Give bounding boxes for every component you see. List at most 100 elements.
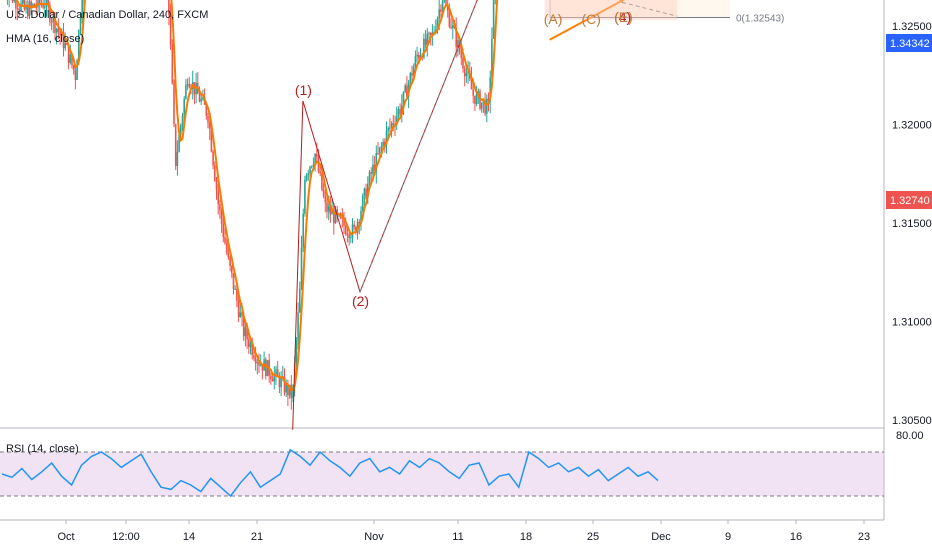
candle-body	[450, 26, 452, 29]
candle-body	[239, 312, 242, 317]
candle-body	[460, 51, 463, 58]
candle-body	[258, 362, 260, 366]
rsi-line	[1, 448, 659, 498]
time-tick-label: 18	[520, 531, 532, 543]
candle-body	[271, 379, 274, 382]
candle-body	[312, 164, 315, 167]
time-tick-label: 16	[790, 531, 802, 543]
candle-body	[71, 54, 73, 66]
candle-body	[215, 180, 218, 191]
candle-body	[62, 31, 65, 49]
candle-body	[11, 0, 14, 2]
fibonacci-retracement[interactable]: 1(1.34713)0.786(1.34249)0.618(1.33884)0.…	[549, 0, 804, 25]
candle-body	[280, 378, 282, 388]
candle-body	[176, 151, 179, 166]
time-tick-label: 25	[587, 531, 599, 543]
candle-body	[283, 376, 286, 393]
candle-body	[57, 28, 60, 33]
candle-body	[412, 66, 415, 76]
triangle-zone	[544, 0, 678, 21]
candle-body	[49, 5, 51, 22]
candle-body	[76, 60, 78, 81]
candle-body	[385, 130, 388, 146]
candle-body	[455, 28, 457, 48]
rsi-label: RSI (14, close)	[6, 443, 79, 455]
candle-body	[232, 273, 235, 290]
triangle-lower-line[interactable]	[549, 0, 678, 41]
candle-body	[463, 68, 466, 77]
time-tick-label: Dec	[651, 531, 671, 543]
candle-body	[390, 123, 393, 128]
wave-label: (C)	[581, 11, 600, 27]
price-tick-label: 1.30500	[892, 415, 932, 427]
candle-body	[222, 223, 225, 238]
time-tick-label: 11	[452, 531, 463, 543]
candle-body	[305, 175, 308, 180]
wave-label: (2)	[352, 293, 369, 309]
candle-body	[278, 376, 281, 388]
time-tick-label: 23	[858, 531, 870, 543]
candle-body	[373, 164, 376, 173]
candle-body	[295, 340, 298, 363]
candle-body	[28, 1, 31, 17]
time-tick-label: Oct	[57, 531, 74, 543]
candle-body	[169, 14, 172, 45]
candle-body	[299, 288, 301, 313]
candle-body	[470, 78, 473, 90]
candle-body	[181, 115, 184, 126]
rsi-top-tick: 80.00	[896, 430, 924, 442]
candle-body	[360, 211, 362, 224]
candle-body	[348, 234, 350, 239]
candle-body	[445, 0, 447, 5]
candle-body	[171, 44, 174, 84]
price-tick-label: 1.32000	[892, 120, 932, 132]
candle-body	[389, 127, 391, 129]
candle-body	[438, 9, 440, 19]
time-tick-label: 9	[725, 531, 731, 543]
candle-body	[346, 233, 349, 235]
elliott-wave-drawings[interactable]: (1)(2)(3)(4)(5)(A)(B)(C)(D)(E)	[292, 0, 724, 430]
candle-body	[443, 0, 446, 1]
candle-body	[210, 128, 213, 152]
candle-body	[350, 237, 352, 239]
candle-body	[302, 213, 304, 248]
candle-body	[205, 104, 208, 116]
candle-body	[467, 70, 469, 74]
candle-body	[333, 210, 335, 224]
time-axis[interactable]: Oct 12:00 14 21 Nov 11 18 25 Dec 9 16 23	[57, 520, 870, 543]
candle-body	[370, 172, 372, 174]
candle-body	[300, 247, 303, 289]
resistance-badge: 1.34342	[890, 38, 930, 50]
wave-label: (1)	[295, 82, 312, 98]
candle-body	[477, 91, 480, 94]
candle-body	[30, 1, 32, 6]
candle-body	[52, 16, 55, 22]
candle-body	[186, 84, 189, 86]
candle-body	[319, 171, 321, 174]
candle-body	[343, 218, 345, 227]
candle-body	[446, 4, 449, 11]
candle-body	[231, 266, 233, 274]
candle-body	[409, 72, 412, 84]
price-axis[interactable]: 1.345001.340001.335001.330001.325001.320…	[892, 0, 932, 427]
wave-path[interactable]	[292, 0, 724, 430]
candle-body	[225, 243, 228, 253]
candle-body	[81, 0, 83, 19]
time-tick-label: 21	[251, 531, 263, 543]
candle-body	[314, 153, 316, 165]
candle-body	[212, 151, 214, 166]
chart-title: U.S. Dollar / Canadian Dollar, 240, FXCM	[6, 9, 208, 21]
candle-body	[462, 57, 464, 69]
resistance-badge-bg	[886, 34, 932, 52]
candle-body	[285, 383, 287, 393]
hma-line	[15, 0, 499, 393]
candle-body	[78, 30, 80, 61]
candle-body	[492, 0, 495, 39]
candle-body	[404, 85, 406, 92]
candle-body	[344, 226, 347, 234]
price-tick-label: 1.31000	[892, 317, 932, 329]
candle-body	[486, 98, 488, 114]
candle-body	[229, 257, 231, 267]
wave-label: (E)	[614, 9, 633, 25]
